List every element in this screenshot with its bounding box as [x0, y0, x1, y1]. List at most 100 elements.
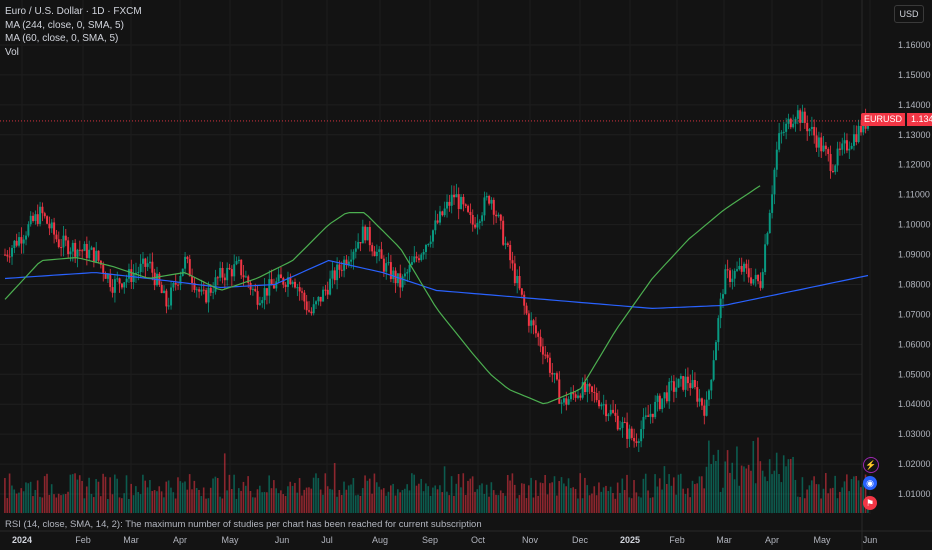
candle-body [301, 291, 304, 293]
candle-body [733, 270, 736, 279]
volume-bar [102, 473, 104, 513]
candle-body [258, 303, 261, 305]
candle-body [572, 392, 575, 395]
candle-body [228, 267, 231, 270]
volume-bar [242, 481, 245, 513]
volume-bar [649, 497, 652, 513]
volume-legend[interactable]: Vol [5, 46, 19, 58]
candle-body [532, 320, 535, 326]
chart-legend: Euro / U.S. Dollar · 1D · FXCM MA (244, … [5, 5, 142, 59]
volume-bar [563, 483, 565, 513]
volume-bar [703, 488, 705, 513]
candle-body [481, 215, 484, 222]
ma-60-legend[interactable]: MA (60, close, 0, SMA, 5) [5, 33, 119, 44]
candle-body [160, 284, 163, 293]
volume-bar [340, 495, 343, 513]
volume-bar [654, 474, 656, 513]
ma-244-legend[interactable]: MA (244, close, 0, SMA, 5) [5, 19, 124, 31]
candle-body [163, 290, 166, 293]
volume-bar [29, 481, 32, 513]
symbol-title[interactable]: Euro / U.S. Dollar · 1D · FXCM [5, 6, 142, 17]
volume-bar [303, 489, 306, 513]
volume-bar [99, 496, 102, 513]
volume-bar [817, 484, 820, 513]
volume-bar [312, 477, 315, 513]
candle-body [331, 270, 334, 279]
volume-bar [67, 491, 69, 513]
volume-bar [219, 496, 221, 513]
candle-body [198, 289, 201, 292]
volume-bar [839, 491, 841, 513]
volume-bar [581, 498, 584, 513]
volume-bar [455, 483, 458, 513]
volume-bar [158, 486, 161, 513]
candle-body [806, 122, 809, 132]
candle-body [11, 247, 14, 257]
candle-body [729, 270, 732, 282]
candle-body [368, 226, 371, 246]
candle-body [766, 233, 769, 245]
volume-bar [422, 491, 425, 513]
candle-body [726, 269, 729, 271]
candle-body [111, 287, 114, 293]
candle-body [62, 235, 65, 248]
candle-body [682, 376, 685, 390]
price-tick-label: 1.05000 [898, 369, 931, 379]
candle-body [712, 360, 715, 380]
volume-bar [794, 479, 797, 513]
candle-body [55, 234, 58, 240]
candle-body [787, 118, 790, 124]
volume-bar [864, 474, 867, 513]
candle-body [457, 194, 460, 209]
price-tick-label: 1.12000 [898, 160, 931, 170]
volume-bar [520, 483, 523, 513]
candle-body [810, 126, 813, 130]
volume-bar [467, 480, 469, 513]
candle-body [584, 382, 587, 393]
candle-body [834, 165, 837, 172]
flag-icon[interactable]: ⚑ [863, 496, 877, 510]
volume-bar [289, 481, 292, 513]
candle-body [223, 277, 226, 281]
ma-60-line [4, 185, 761, 405]
candle-body [184, 256, 187, 269]
volume-bar [544, 475, 546, 513]
candle-body [607, 414, 610, 417]
volume-bar [305, 487, 308, 513]
volume-bar [160, 491, 163, 513]
candle-body [509, 245, 512, 261]
volume-bar [235, 498, 238, 513]
volume-bar [773, 470, 776, 513]
volume-bar [202, 487, 205, 513]
candle-body [792, 123, 795, 128]
volume-bar [651, 497, 654, 513]
event-icon[interactable]: ◉ [863, 476, 877, 490]
candle-body [567, 399, 570, 405]
volume-bar [757, 437, 759, 513]
candle-body [539, 336, 542, 347]
volume-bar [560, 477, 563, 513]
price-tick-label: 1.11000 [898, 190, 930, 200]
candle-body [247, 276, 250, 283]
volume-bar [427, 486, 430, 513]
volume-bar [689, 497, 691, 513]
candle-body [499, 214, 502, 221]
currency-button[interactable]: USD [894, 5, 924, 23]
candle-body [464, 204, 467, 206]
candle-body [413, 256, 416, 263]
candle-body [387, 262, 390, 264]
volume-bar [661, 489, 663, 513]
candle-body [202, 289, 205, 291]
volume-bar [361, 488, 364, 513]
volume-bar [853, 476, 855, 513]
lightning-icon[interactable]: ⚡ [863, 457, 879, 473]
volume-bar [490, 482, 493, 513]
price-tick-label: 1.09000 [898, 250, 931, 260]
volume-bar [8, 473, 11, 513]
candle-body [25, 235, 28, 240]
candle-body [488, 196, 491, 204]
volume-bar [139, 494, 142, 513]
volume-bar [476, 489, 479, 513]
volume-bar [556, 495, 558, 513]
